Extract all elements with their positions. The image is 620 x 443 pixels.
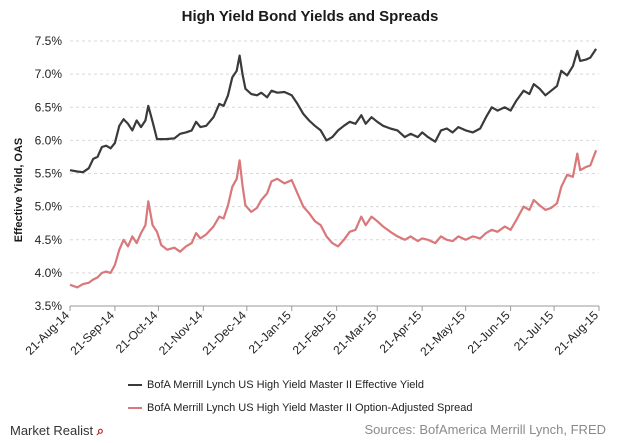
series-lines — [69, 48, 598, 289]
x-tick-label: 21-Jun-15 — [465, 308, 513, 356]
legend-label: BofA Merrill Lynch US High Yield Master … — [147, 379, 424, 391]
legend-entry-effective-yield: BofA Merrill Lynch US High Yield Master … — [128, 379, 424, 391]
x-tick-label: 21-Sep-14 — [68, 308, 118, 358]
source-note: Sources: BofAmerica Merrill Lynch, FRED — [364, 422, 606, 437]
x-tick-label: 21-Aug-14 — [23, 308, 73, 358]
legend-swatch — [128, 384, 142, 386]
y-tick-label: 7.5% — [35, 34, 63, 48]
y-tick-label: 7.0% — [35, 67, 63, 81]
x-tick-label: 21-Nov-14 — [156, 308, 206, 358]
y-tick-label: 5.0% — [35, 200, 63, 214]
x-tick-label: 21-May-15 — [417, 308, 468, 359]
chart-title: High Yield Bond Yields and Spreads — [181, 8, 439, 25]
gridlines — [70, 40, 599, 307]
series-line-option-adjusted-spread — [69, 149, 598, 289]
y-tick-label: 5.5% — [35, 167, 63, 181]
brand-logo: Market Realist ⌕ — [10, 423, 104, 439]
x-tick-label: 21-Jan-15 — [246, 308, 294, 356]
x-axis-ticks: 21-Aug-1421-Sep-1421-Oct-1421-Nov-1421-D… — [23, 306, 602, 359]
y-tick-label: 4.0% — [35, 266, 63, 280]
magnifier-q-icon: ⌕ — [96, 423, 104, 438]
x-tick-label: 21-Oct-14 — [113, 308, 161, 356]
x-tick-label: 21-Aug-15 — [552, 308, 602, 358]
y-tick-label: 6.0% — [35, 133, 63, 147]
y-tick-label: 4.5% — [35, 233, 63, 247]
series-line-effective-yield — [69, 48, 598, 174]
x-tick-label: 21-Dec-14 — [199, 308, 249, 358]
y-axis-ticks: 3.5% 4.0% 4.5% 5.0% 5.5% 6.0% 6.5% 7.0% 7.5% — [35, 34, 63, 313]
y-tick-label: 6.5% — [35, 100, 63, 114]
legend-label: BofA Merrill Lynch US High Yield Master … — [147, 402, 473, 414]
y-tick-label: 3.5% — [35, 299, 63, 313]
x-tick-label: 21-Jul-15 — [511, 308, 557, 354]
x-tick-label: 21-Mar-15 — [330, 308, 379, 357]
brand-name: Market Realist — [10, 423, 94, 438]
y-axis-label: Effective Yield, OAS — [13, 138, 25, 243]
legend-entry-option-adjusted-spread: BofA Merrill Lynch US High Yield Master … — [128, 402, 472, 414]
legend-swatch — [128, 407, 142, 409]
